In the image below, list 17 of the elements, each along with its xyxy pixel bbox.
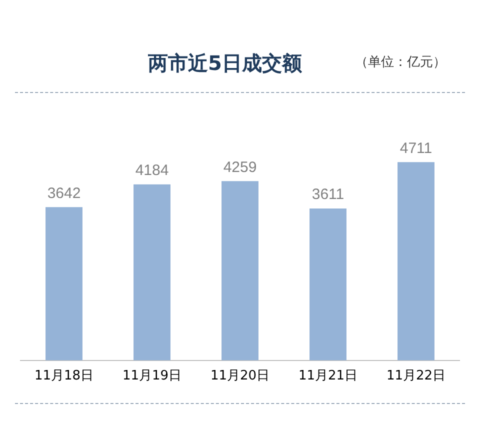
text: （单位：亿元）: [355, 54, 446, 71]
chart-title: 两市近5日成交额: [148, 51, 302, 75]
bar: [310, 208, 346, 360]
x-tick-label: 11月19日: [122, 368, 182, 384]
data-label: 4184: [135, 162, 169, 179]
x-tick-label: 11月20日: [210, 368, 270, 384]
bar: [46, 207, 82, 360]
x-tick-label: 11月21日: [298, 368, 358, 384]
bar: [398, 162, 434, 360]
data-label: 3642: [47, 184, 81, 202]
data-label: 4259: [223, 158, 257, 176]
bar: [222, 181, 258, 360]
data-label: 3611: [312, 186, 344, 204]
bar: [134, 184, 170, 360]
x-tick-label: 11月22日: [386, 368, 446, 384]
data-label: 4711: [400, 140, 432, 157]
x-tick-label: 11月18日: [34, 368, 94, 384]
